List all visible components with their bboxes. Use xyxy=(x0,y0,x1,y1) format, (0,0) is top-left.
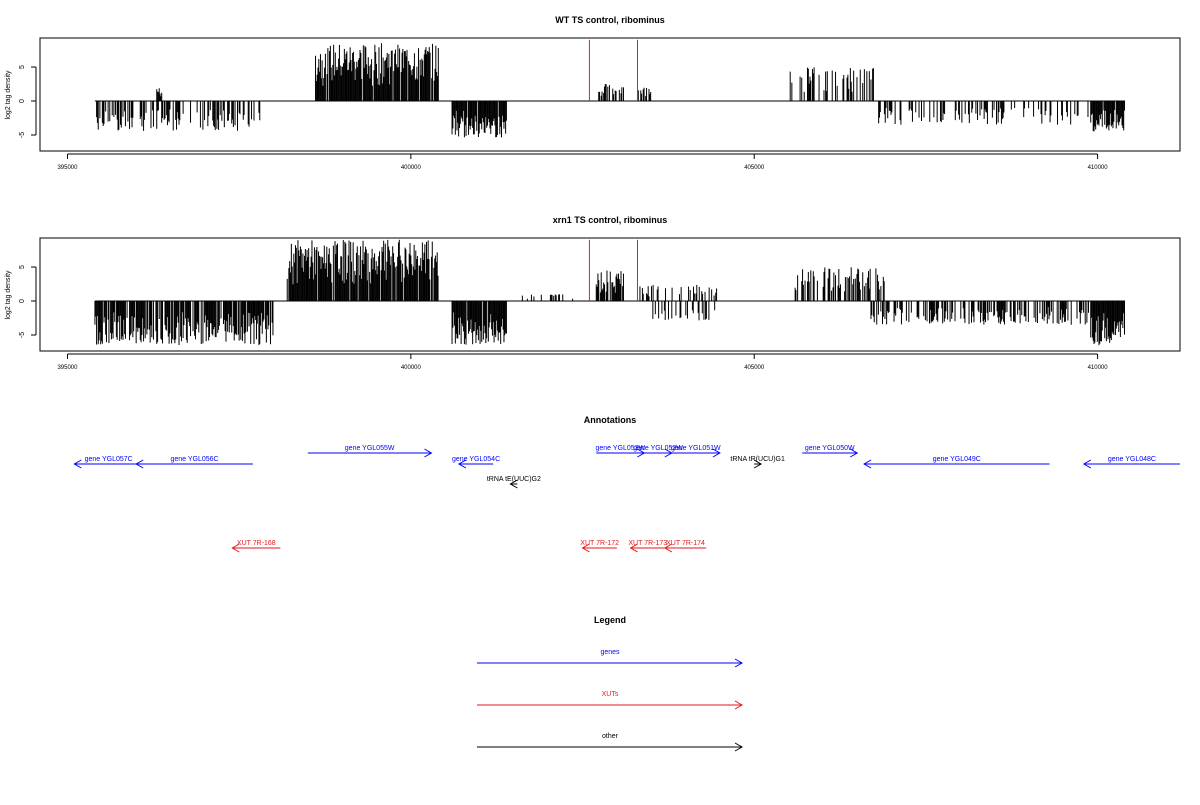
feature-arrow-head xyxy=(863,459,872,469)
x-tick-label: 405000 xyxy=(744,365,765,371)
xrn1-plot-frame xyxy=(39,237,1181,352)
feature-trna-tr-ucu-g1: tRNA tR(UCU)G1 xyxy=(730,456,785,469)
legend-label: other xyxy=(602,733,619,740)
feature-label: XUT 7R-172 xyxy=(580,540,619,547)
feature-arrow-head xyxy=(712,448,721,458)
feature-label: XUT 7R-174 xyxy=(666,540,705,547)
feature-label: tRNA tE(UUC)G2 xyxy=(487,476,541,483)
feature-label: gene YGL048C xyxy=(1108,456,1156,463)
feature-xut-7r-168: XUT 7R-168 xyxy=(231,540,281,553)
feature-gene-ygl055w: gene YGL055W xyxy=(307,445,433,458)
feature-gene-ygl048c: gene YGL048C xyxy=(1082,456,1180,469)
y-tick-label: -5 xyxy=(19,332,26,338)
wt-y-axis-label: log2 tag density xyxy=(5,70,12,120)
wt-panel-title: WT TS control, ribominus xyxy=(555,15,665,25)
legend-label: genes xyxy=(600,649,620,656)
wt-y-axis: 5 0 -5 xyxy=(19,65,37,138)
legend-title: Legend xyxy=(594,615,626,625)
feature-label: gene YGL053W xyxy=(595,445,645,452)
wt-coverage-panel: WT TS control, ribominus log2 tag densit… xyxy=(5,15,1181,171)
x-tick-label: 400000 xyxy=(401,165,422,171)
x-tick-label: 395000 xyxy=(57,365,78,371)
feature-gene-ygl050w: gene YGL050W xyxy=(802,445,859,458)
legend-arrow-head xyxy=(734,742,744,752)
feature-gene-ygl057c: gene YGL057C xyxy=(73,456,144,469)
wt-marker-lines xyxy=(588,39,638,101)
feature-label: gene YGL056C xyxy=(170,456,218,463)
x-tick-label: 405000 xyxy=(744,165,765,171)
feature-label: gene YGL054C xyxy=(452,456,500,463)
feature-label: gene YGL052W xyxy=(633,445,683,452)
feature-trna-te-uuc-g2: tRNA tE(UUC)G2 xyxy=(487,476,541,489)
legend-panel: Legend genes XUTs other xyxy=(477,615,744,752)
wt-x-axis: 395000 400000 405000 410000 xyxy=(57,153,1109,171)
x-tick-label: 395000 xyxy=(57,165,78,171)
y-tick-label: 0 xyxy=(19,299,26,303)
feature-arrow-head xyxy=(509,479,518,489)
legend-entry-xuts: XUTs xyxy=(477,691,744,710)
y-tick-label: -5 xyxy=(19,132,26,138)
feature-xut-7r-174: XUT 7R-174 xyxy=(663,540,707,553)
annotations-panel: Annotations gene YGL057C gene YGL056Cgene… xyxy=(73,415,1180,553)
feature-gene-ygl054c: gene YGL054C xyxy=(452,456,500,469)
xrn1-x-axis: 395000 400000 405000 410000 xyxy=(57,353,1109,371)
wt-coverage-bars xyxy=(94,43,1126,138)
feature-xut-7r-173: XUT 7R-173 xyxy=(628,540,667,553)
xrn1-panel-title: xrn1 TS control, ribominus xyxy=(553,215,668,225)
feature-label: XUT 7R-173 xyxy=(628,540,667,547)
feature-arrow-head xyxy=(231,543,240,553)
legend-arrow-head xyxy=(734,700,744,710)
annotations-title: Annotations xyxy=(584,415,637,425)
feature-label: gene YGL050W xyxy=(805,445,855,452)
feature-arrow-head xyxy=(1082,459,1092,469)
feature-label: gene YGL049C xyxy=(933,456,981,463)
feature-arrow-head xyxy=(753,459,763,469)
xrn1-y-axis-label: log2 tag density xyxy=(5,270,12,320)
legend-entries: genes XUTs other xyxy=(477,649,744,752)
xrn1-y-axis: 5 0 -5 xyxy=(19,265,37,338)
legend-arrow-head xyxy=(734,658,744,668)
x-tick-label: 410000 xyxy=(1088,365,1109,371)
feature-gene-ygl056c: gene YGL056C xyxy=(135,456,253,469)
feature-label: tRNA tR(UCU)G1 xyxy=(730,456,785,463)
wt-plot-frame xyxy=(39,37,1181,152)
feature-arrow-head xyxy=(424,448,433,458)
y-tick-label: 5 xyxy=(19,265,26,269)
xrn1-coverage-bars xyxy=(94,239,1126,346)
feature-arrow-head xyxy=(581,543,590,553)
annotation-features: gene YGL057C gene YGL056C gene YGL055W gene… xyxy=(73,445,1180,553)
feature-gene-ygl051w: gene YGL051W xyxy=(671,445,721,458)
legend-entry-genes: genes xyxy=(477,649,744,668)
feature-label: gene YGL055W xyxy=(345,445,395,452)
feature-xut-7r-172: XUT 7R-172 xyxy=(580,540,619,553)
y-tick-label: 5 xyxy=(19,65,26,69)
feature-arrow-head xyxy=(135,459,144,469)
feature-label: gene YGL057C xyxy=(85,456,133,463)
feature-arrow-head xyxy=(629,543,638,553)
feature-gene-ygl049c: gene YGL049C xyxy=(863,456,1050,469)
xrn1-coverage-panel: xrn1 TS control, ribominus log2 tag dens… xyxy=(5,215,1181,371)
legend-entry-other: other xyxy=(477,733,744,752)
feature-arrow-head xyxy=(849,448,859,458)
xrn1-marker-lines xyxy=(588,239,638,301)
feature-arrow-head xyxy=(73,459,82,469)
feature-label: gene YGL051W xyxy=(671,445,721,452)
x-tick-label: 410000 xyxy=(1088,165,1109,171)
feature-label: XUT 7R-168 xyxy=(237,540,276,547)
feature-arrow-head xyxy=(663,543,673,553)
legend-label: XUTs xyxy=(602,691,619,698)
y-tick-label: 0 xyxy=(19,99,26,103)
feature-arrow-head xyxy=(457,459,467,469)
x-tick-label: 400000 xyxy=(401,365,422,371)
